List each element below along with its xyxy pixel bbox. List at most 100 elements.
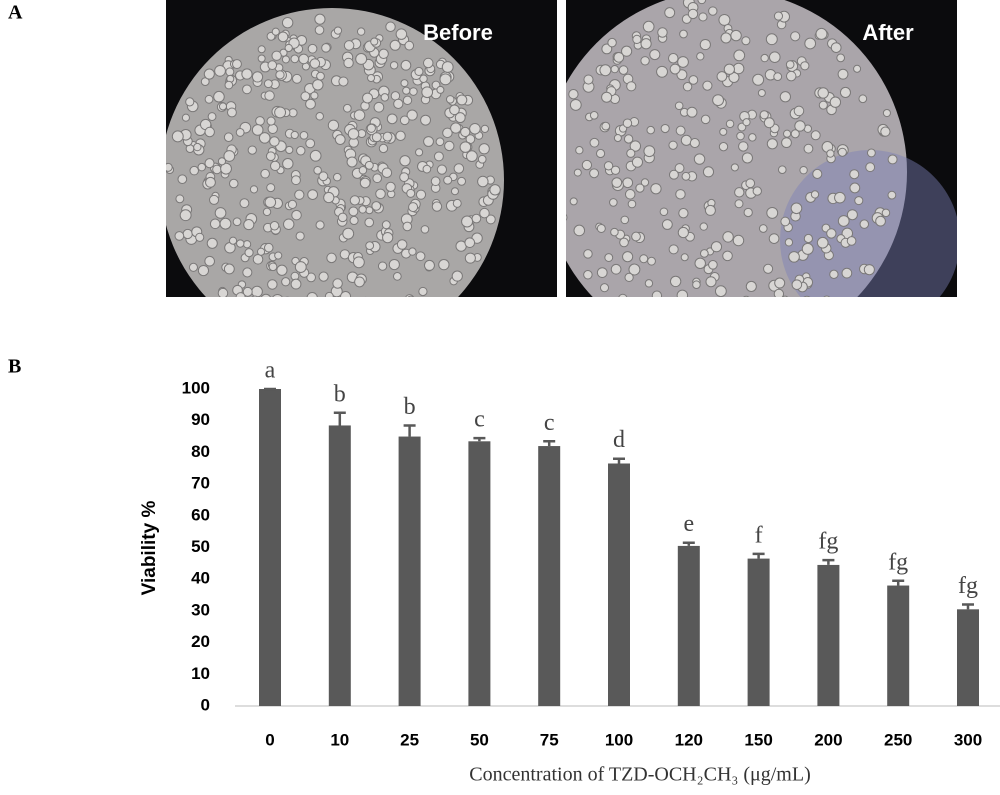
cell — [386, 113, 398, 125]
cell — [382, 131, 393, 142]
cell — [265, 326, 276, 337]
cell — [370, 302, 378, 310]
cell — [205, 176, 216, 188]
cell — [270, 160, 281, 172]
cell — [569, 197, 578, 206]
bar — [957, 609, 979, 706]
cell — [218, 102, 228, 111]
cell — [346, 156, 358, 168]
y-tick-label: 60 — [191, 505, 210, 524]
cell — [338, 76, 349, 87]
cell — [718, 142, 729, 152]
cell — [803, 295, 811, 297]
bar — [677, 545, 700, 706]
cell — [760, 53, 769, 63]
cell — [604, 253, 614, 262]
error-bar — [682, 541, 695, 546]
cell — [837, 68, 849, 80]
cell — [480, 124, 490, 133]
cell — [418, 286, 428, 297]
error-bar — [473, 436, 486, 442]
x-tick-label: 10 — [330, 730, 349, 749]
cell — [307, 43, 318, 54]
cell — [381, 220, 391, 230]
cell — [436, 164, 448, 175]
cell — [266, 116, 276, 126]
cell — [277, 31, 289, 43]
cell — [829, 96, 842, 108]
cell — [358, 205, 367, 214]
cell — [793, 105, 805, 117]
cell — [693, 153, 706, 165]
cell — [214, 64, 226, 77]
cell — [312, 79, 324, 91]
cell — [244, 248, 254, 258]
cell — [242, 84, 252, 95]
cell — [232, 217, 242, 227]
cell — [801, 242, 814, 255]
cell — [342, 227, 355, 240]
cell — [266, 183, 276, 193]
cell — [276, 264, 288, 276]
cell — [220, 162, 232, 175]
cell — [269, 136, 280, 147]
cell — [402, 95, 413, 106]
cell — [601, 121, 611, 131]
cell — [568, 89, 579, 100]
cell — [242, 286, 253, 297]
cell — [241, 68, 253, 80]
cell — [271, 296, 274, 297]
cell — [334, 134, 346, 145]
error-bar — [543, 440, 556, 447]
x-tick-label: 100 — [605, 730, 633, 749]
cell — [769, 323, 778, 332]
cell — [372, 173, 383, 184]
cell — [380, 93, 390, 102]
cell — [785, 70, 797, 82]
cell — [788, 251, 800, 263]
cell — [238, 310, 248, 320]
cell — [309, 58, 321, 69]
cell — [414, 307, 425, 318]
cell — [741, 36, 751, 46]
cell — [741, 319, 749, 327]
cell — [469, 123, 481, 135]
cell — [450, 122, 462, 134]
cell — [433, 151, 444, 162]
cell — [854, 196, 864, 206]
cell — [359, 333, 367, 341]
cell — [853, 64, 862, 73]
cell — [212, 164, 222, 175]
cell — [656, 65, 668, 78]
cell — [408, 202, 419, 213]
cell — [583, 270, 593, 280]
cell — [260, 293, 271, 297]
cell — [865, 162, 876, 173]
cell — [395, 130, 406, 142]
cell — [206, 237, 218, 249]
cell — [364, 303, 371, 310]
cell — [272, 293, 283, 297]
cell — [305, 138, 316, 149]
panel-label: A — [8, 2, 23, 24]
cell — [441, 61, 454, 73]
cell — [171, 130, 184, 143]
cell — [291, 209, 302, 221]
cell — [642, 20, 655, 33]
cell — [618, 293, 628, 297]
cell — [256, 247, 266, 256]
x-axis-label: Concentration of TZD-OCH₂CH₃ (μg/mL) — [469, 764, 810, 786]
cell — [698, 12, 708, 22]
cell — [262, 207, 272, 217]
cell — [402, 221, 413, 232]
cell — [321, 43, 331, 53]
cell — [179, 209, 192, 222]
cell — [783, 129, 792, 138]
cell — [294, 306, 301, 313]
cell — [763, 117, 775, 129]
cell — [333, 26, 343, 35]
cell — [743, 295, 750, 297]
cell — [318, 171, 329, 182]
cell — [290, 54, 300, 64]
cell — [354, 276, 365, 288]
